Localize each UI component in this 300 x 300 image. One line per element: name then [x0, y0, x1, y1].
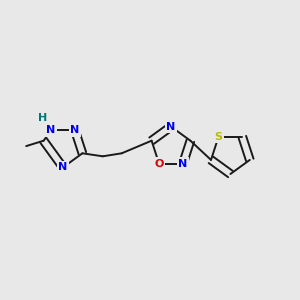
- Text: S: S: [214, 132, 222, 142]
- Text: O: O: [154, 158, 164, 169]
- Text: N: N: [58, 162, 68, 172]
- Text: N: N: [167, 122, 176, 132]
- Text: N: N: [46, 125, 56, 136]
- Text: N: N: [70, 125, 80, 136]
- Text: H: H: [38, 113, 47, 123]
- Text: N: N: [178, 158, 188, 169]
